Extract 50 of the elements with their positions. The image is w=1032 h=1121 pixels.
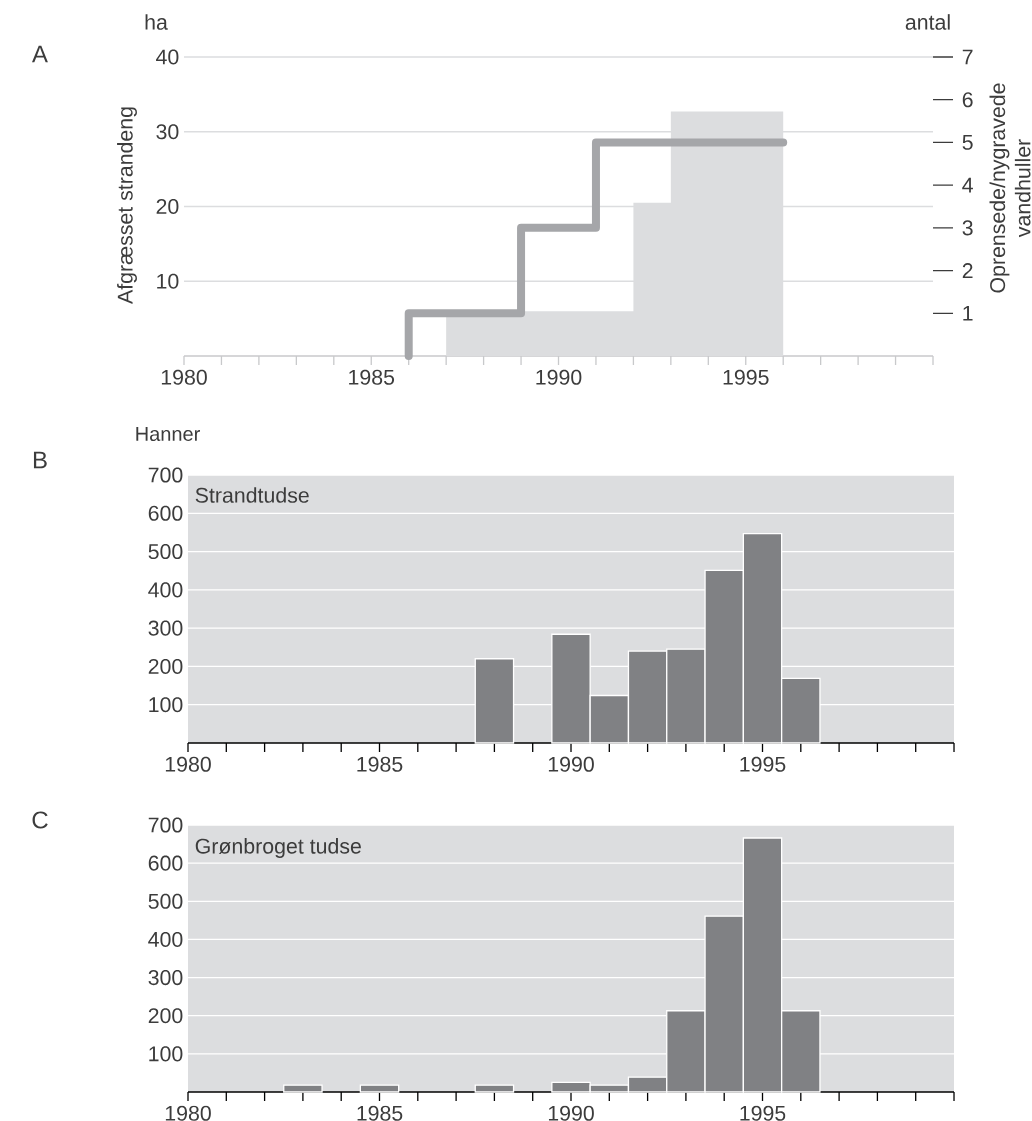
bar [359,1084,400,1093]
y-tick-label: 100 [149,1046,183,1062]
annotation: Grønbroget tudse [195,838,361,858]
y-tick-label: 200 [148,658,183,674]
y2-tick-label: 1 [963,305,973,321]
y-tick-label: 500 [148,893,183,909]
y-tick-label: 300 [148,620,183,636]
y-tick-label: 400 [148,931,183,947]
y2-tick-label: 7 [962,49,973,65]
y2-tick-label: 3 [962,220,973,236]
y-tick-label: 600 [148,505,183,521]
chart-title: A [32,45,48,63]
annotation: Strandtudse [195,487,309,503]
x-tick-label: 1990 [548,756,594,772]
x-tick-label: 1980 [165,1105,211,1121]
y2-tick-label: 4 [962,177,973,193]
y-axis-title: Hanner [136,427,200,441]
y-axis-title: Afgræsset strandeng [117,107,137,304]
y-tick-label: 500 [148,544,183,560]
y-tick-label: 200 [148,1008,183,1024]
text: ha [145,14,168,30]
y-tick-label: 40 [156,49,179,65]
x-tick-label: 1985 [349,369,395,385]
x-tick-label: 1990 [548,1105,594,1121]
bar [474,1084,515,1093]
y-tick-label: 300 [148,970,183,986]
x-tick-label: 1985 [357,756,403,772]
y-tick-label: 400 [148,582,183,598]
x-tick-label: 1980 [165,756,211,772]
y-tick-label: 600 [148,855,183,871]
text: antal [905,14,950,30]
x-tick-label: 1980 [161,369,207,385]
y-tick-label: 700 [148,467,183,483]
y-tick-label: 30 [156,124,179,140]
y2-axis-title: Oprensede/nygravede vandhuller [989,83,1031,293]
x-tick-label: 1995 [740,1105,786,1121]
y-tick-label: 10 [157,273,179,289]
chart-title: C [32,811,48,829]
x-tick-label: 1985 [357,1105,403,1121]
y-tick-label: 20 [156,198,179,215]
y-tick-label: 100 [149,697,183,713]
bar [283,1084,323,1093]
y2-tick-label: 6 [962,92,973,108]
chart-title: B [33,451,47,469]
y2-tick-label: 2 [962,263,973,279]
x-tick-label: 1995 [740,756,786,772]
y2-tick-label: 5 [962,134,973,150]
x-tick-label: 1995 [723,369,769,385]
y-tick-label: 700 [148,817,183,833]
x-tick-label: 1990 [536,369,582,385]
